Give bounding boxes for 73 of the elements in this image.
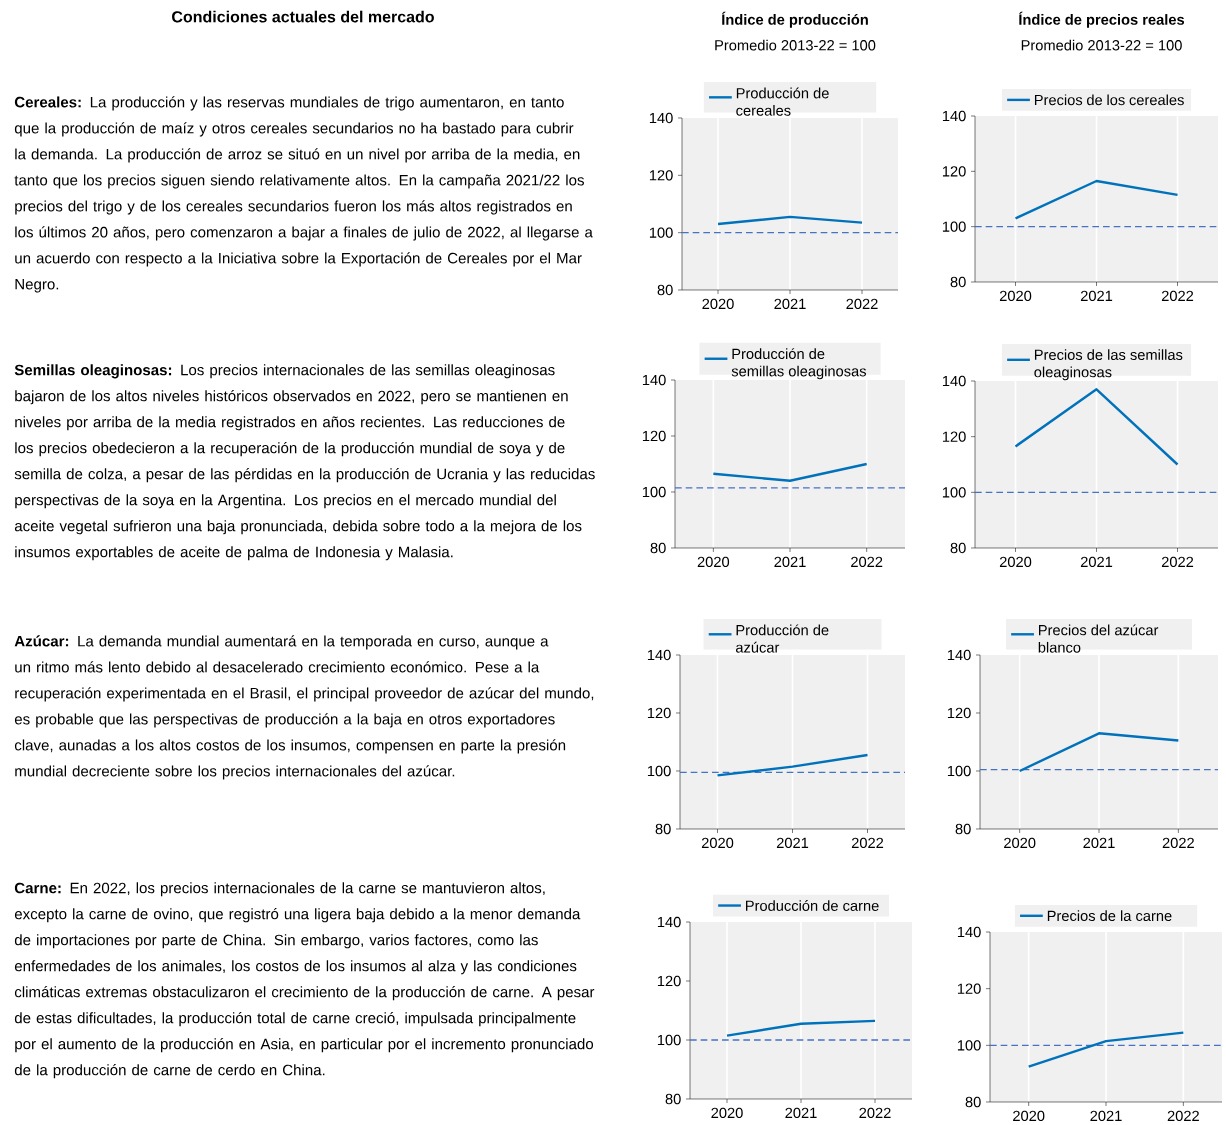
y-tick-label: 120 xyxy=(947,707,971,719)
y-tick-label: 120 xyxy=(957,983,981,994)
x-tick-label: 2022 xyxy=(851,837,884,849)
y-tick-label: 120 xyxy=(942,431,966,442)
legend-label: Precios de las semillas oleaginosas xyxy=(1034,349,1183,381)
legend-label: Precios de los cereales xyxy=(1034,94,1184,106)
y-tick-label: 80 xyxy=(955,823,971,835)
legend-label: Producción de azúcar xyxy=(735,624,829,653)
chart-title: Índice de producción xyxy=(722,11,868,28)
y-tick-label: 120 xyxy=(649,170,673,181)
y-tick-label: 100 xyxy=(942,487,966,498)
x-tick-label: 2020 xyxy=(999,290,1032,302)
y-tick-label: 80 xyxy=(657,284,673,296)
x-tick-label: 2022 xyxy=(1161,290,1194,302)
x-tick-label: 2021 xyxy=(1080,290,1113,302)
text: Carne: En 2022, los precios internacionales de la carne se mantuvieron altos, excepto la carne de ovino, que registró una ligera baja debido a la menor demanda de importaciones por parte de China. Sin embargo, varios factores, como las enfermedades de los animales, los costos de los insumos al alza y las condiciones climáticas extremas obstaculizaron el crecimiento de la producción de carne. A pesar de estas dificultades, la producción total de carne creció, impulsada principalmente por el aumento de la producción en Asia, en particular por el incremento pronunciado de la producción de carne de cerdo en China. xyxy=(14,882,595,1079)
y-tick-label: 80 xyxy=(650,542,666,554)
y-tick-label: 120 xyxy=(942,166,966,177)
x-tick-label: 2022 xyxy=(1161,556,1194,568)
y-tick-label: 80 xyxy=(665,1093,681,1105)
text: Azúcar: La demanda mundial aumentará en la temporada en curso, aunque a un ritmo más lento debido al desacelerado crecimiento económico. Pese a la recuperación experimentada en el Brasil, el principal proveedor de azúcar del mundo, es probable que las perspectivas de producción a la baja en otros exportadores clave, aunadas a los altos costos de los insumos, compensen en parte la presión mundial decreciente sobre los precios internacionales del azúcar. xyxy=(14,635,594,780)
y-tick-label: 140 xyxy=(947,649,971,661)
x-tick-label: 2021 xyxy=(1083,837,1115,849)
y-tick-label: 140 xyxy=(647,649,671,661)
chart-title: Índice de precios reales xyxy=(1019,11,1185,28)
y-tick-label: 100 xyxy=(642,486,666,498)
legend-label: Precios del azúcar blanco xyxy=(1038,624,1159,653)
y-tick-label: 140 xyxy=(942,110,966,122)
y-tick-label: 100 xyxy=(647,765,671,777)
x-tick-label: 2020 xyxy=(711,1107,743,1119)
legend-label: Precios de la carne xyxy=(1047,910,1172,922)
y-tick-label: 100 xyxy=(947,765,971,777)
x-tick-label: 2020 xyxy=(999,556,1032,568)
x-tick-label: 2021 xyxy=(774,298,806,310)
x-tick-label: 2021 xyxy=(785,1107,817,1119)
y-tick-label: 140 xyxy=(942,375,966,387)
x-tick-label: 2022 xyxy=(1167,1110,1199,1122)
y-tick-label: 140 xyxy=(657,916,681,928)
y-tick-label: 120 xyxy=(642,430,666,442)
y-tick-label: 100 xyxy=(657,1034,681,1046)
x-tick-label: 2022 xyxy=(859,1107,891,1119)
chart-subtitle: Promedio 2013-22 = 100 xyxy=(1021,39,1182,51)
y-tick-label: 100 xyxy=(942,221,966,232)
x-tick-label: 2022 xyxy=(851,556,883,568)
x-tick-label: 2020 xyxy=(1013,1110,1045,1122)
y-tick-label: 80 xyxy=(950,542,966,554)
text: Condiciones actuales del mercado xyxy=(172,10,434,23)
x-tick-label: 2022 xyxy=(846,298,878,310)
x-tick-label: 2020 xyxy=(701,837,734,849)
legend-label: Producción de semillas oleaginosas xyxy=(731,348,867,380)
y-tick-label: 140 xyxy=(957,926,981,938)
x-tick-label: 2022 xyxy=(1162,837,1194,849)
x-tick-label: 2021 xyxy=(1090,1110,1122,1122)
chart-subtitle: Promedio 2013-22 = 100 xyxy=(715,39,876,51)
text: Cereales: La producción y las reservas mundiales de trigo aumentaron, en tanto que la producción de maíz y otros cereales secundarios no ha bastado para cubrir la demanda. La producción de arroz se situó en un nivel por arriba de la media, en tanto que los precios siguen siendo relativamente altos. En la campaña 2021/22 los precios del trigo y de los cereales secundarios fueron los más altos registrados en los últimos 20 años, pero comenzaron a bajar a finales de julio de 2022, al llegarse a un acuerdo con respecto a la Iniciativa sobre la Exportación de Cereales por el Mar Negro. xyxy=(14,96,593,293)
x-tick-label: 2021 xyxy=(1080,556,1113,568)
x-tick-label: 2020 xyxy=(1004,837,1036,849)
y-tick-label: 120 xyxy=(657,975,681,987)
y-tick-label: 140 xyxy=(649,112,673,124)
y-tick-label: 80 xyxy=(655,823,671,835)
y-tick-label: 80 xyxy=(950,276,966,288)
y-tick-label: 80 xyxy=(965,1096,981,1108)
text: Semillas oleaginosas: Los precios internacionales de las semillas oleaginosas bajaron de los altos niveles históricos observados en 2022, pero se mantienen en niveles por arriba de la media registrados en años recientes. Las reducciones de los precios obedecieron a la recuperación de la producción mundial de soya y de semilla de colza, a pesar de las pérdidas en la producción de Ucrania y las reducidas perspectivas de la soya en la Argentina. Los precios en el mercado mundial del aceite vegetal sufrieron una baja pronunciada, debida sobre todo a la mejora de los insumos exportables de aceite de palma de Indonesia y Malasia. xyxy=(14,364,595,561)
x-tick-label: 2020 xyxy=(702,298,734,310)
y-tick-label: 140 xyxy=(642,374,666,386)
y-tick-label: 120 xyxy=(647,707,671,719)
legend-label: Producción de cereales xyxy=(736,87,829,116)
y-tick-label: 100 xyxy=(957,1040,981,1051)
x-tick-label: 2021 xyxy=(776,837,809,849)
legend-label: Producción de carne xyxy=(746,899,879,911)
y-tick-label: 100 xyxy=(649,227,673,238)
x-tick-label: 2020 xyxy=(697,556,730,568)
x-tick-label: 2021 xyxy=(774,556,806,568)
